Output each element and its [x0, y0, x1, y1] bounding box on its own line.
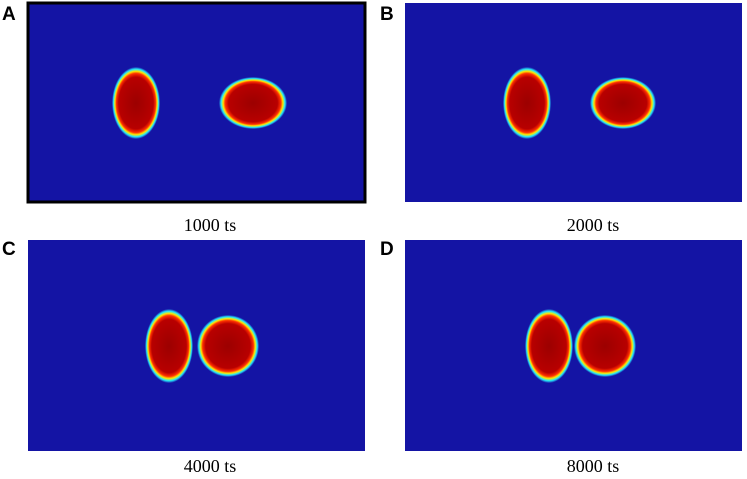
panel-d: D 8000 ts	[380, 239, 742, 476]
simulation-image	[405, 3, 742, 202]
droplet	[590, 77, 656, 129]
simulation-image	[405, 240, 742, 451]
panel-label: C	[2, 239, 16, 260]
panel-caption: 4000 ts	[184, 456, 237, 476]
panel-label: B	[380, 4, 394, 25]
simulation-image	[26, 1, 367, 204]
droplet	[197, 315, 259, 377]
droplet	[503, 67, 551, 139]
droplet	[219, 77, 287, 129]
panel-label: D	[380, 239, 394, 260]
panel-a: A 1000 ts	[2, 1, 367, 235]
droplet	[525, 309, 573, 383]
panel-caption: 8000 ts	[567, 456, 620, 476]
simulation-image	[28, 240, 365, 451]
panel-caption: 2000 ts	[567, 215, 620, 235]
droplet	[574, 315, 636, 377]
panel-label: A	[2, 4, 16, 25]
panel-c: C 4000 ts	[2, 239, 365, 476]
panel-caption: 1000 ts	[184, 215, 237, 235]
panel-b: B 2000 ts	[380, 3, 742, 235]
droplet	[145, 309, 193, 383]
droplet	[112, 67, 160, 139]
